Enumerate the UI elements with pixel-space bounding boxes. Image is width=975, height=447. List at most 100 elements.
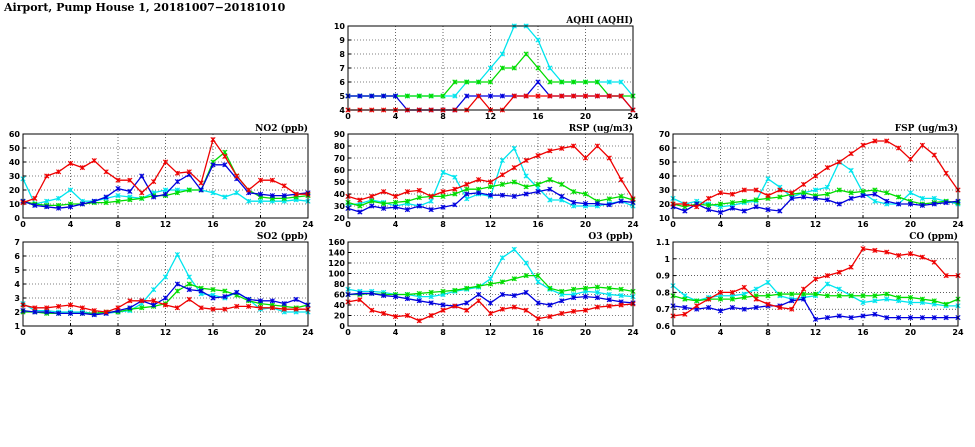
- data-point-cyan: [860, 299, 866, 306]
- y-tick-label: 0: [339, 322, 345, 331]
- data-point-red: [281, 183, 287, 189]
- y-tick-label: 40: [659, 172, 671, 181]
- data-point-cyan: [547, 65, 553, 71]
- data-point-cyan: [115, 193, 121, 199]
- data-point-green: [499, 181, 505, 187]
- x-tick-label: 0: [345, 220, 351, 229]
- data-point-green: [174, 190, 180, 196]
- data-point-cyan: [606, 291, 612, 298]
- data-point-blue: [487, 192, 494, 198]
- x-tick-label: 24: [627, 328, 639, 337]
- data-point-blue: [357, 93, 363, 99]
- data-point-red: [931, 152, 937, 158]
- data-point-green: [872, 293, 878, 299]
- data-point-red: [452, 303, 458, 309]
- data-point-blue: [907, 201, 914, 207]
- y-tick-label: 4: [14, 280, 20, 289]
- data-point-blue: [606, 202, 612, 208]
- data-point-red: [257, 177, 264, 183]
- data-point-blue: [535, 300, 541, 306]
- data-point-red: [115, 177, 121, 183]
- data-point-green: [127, 197, 133, 203]
- data-point-green: [511, 65, 517, 71]
- data-point-green: [428, 289, 434, 295]
- data-point-red: [369, 307, 375, 313]
- y-tick-label: 30: [9, 172, 21, 181]
- data-point-red: [523, 93, 529, 99]
- data-point-cyan: [257, 198, 264, 204]
- x-tick-label: 20: [255, 328, 267, 337]
- data-point-green: [789, 291, 795, 297]
- data-point-green: [801, 190, 807, 196]
- data-point-cyan: [919, 195, 925, 201]
- data-point-green: [523, 184, 529, 190]
- x-tick-label: 8: [440, 112, 446, 121]
- data-point-cyan: [487, 276, 494, 282]
- data-point-red: [872, 247, 878, 253]
- data-point-green: [115, 198, 121, 204]
- x-tick-label: 4: [393, 220, 399, 229]
- data-point-blue: [943, 200, 949, 206]
- data-point-green: [404, 93, 410, 99]
- data-point-blue: [416, 298, 422, 304]
- data-point-cyan: [824, 281, 830, 287]
- data-point-green: [836, 293, 842, 299]
- x-tick-label: 12: [485, 112, 496, 121]
- data-point-blue: [523, 289, 529, 295]
- data-point-red: [606, 93, 612, 99]
- data-point-red: [369, 193, 375, 199]
- data-point-red: [103, 309, 109, 315]
- data-point-blue: [487, 300, 494, 306]
- x-tick-label: 0: [670, 328, 676, 337]
- data-point-green: [931, 298, 937, 304]
- data-point-red: [476, 298, 482, 304]
- data-point-cyan: [872, 198, 878, 204]
- data-point-cyan: [56, 195, 62, 201]
- data-point-blue: [582, 201, 589, 207]
- data-point-blue: [151, 302, 157, 308]
- data-point-blue: [499, 93, 505, 99]
- data-point-green: [476, 283, 482, 289]
- data-point-red: [174, 170, 180, 176]
- data-point-blue: [594, 295, 600, 301]
- data-point-red: [428, 312, 434, 319]
- data-point-blue: [860, 313, 866, 319]
- data-point-green: [464, 285, 470, 291]
- data-point-red: [511, 304, 517, 310]
- rsp-chart: RSP (ug/m3) 0 4 8 12 16 20 24 20 30 40 50 60 70 80 90: [334, 123, 639, 229]
- data-point-red: [582, 155, 589, 161]
- data-point-green: [440, 93, 446, 99]
- data-point-red: [535, 153, 541, 159]
- data-point-green: [535, 65, 541, 71]
- data-point-red: [186, 169, 192, 175]
- data-point-cyan: [765, 176, 771, 182]
- data-point-blue: [511, 292, 517, 299]
- data-point-green: [896, 294, 902, 301]
- data-point-red: [115, 305, 121, 311]
- data-point-red: [103, 169, 109, 175]
- data-point-blue: [896, 201, 902, 207]
- data-point-green: [535, 273, 541, 279]
- data-point-blue: [907, 315, 914, 321]
- data-point-cyan: [535, 279, 541, 285]
- x-tick-label: 12: [485, 220, 496, 229]
- y-tick-label: 0: [14, 214, 20, 223]
- data-point-green: [824, 293, 830, 299]
- data-point-blue: [369, 290, 375, 297]
- data-point-red: [594, 304, 600, 310]
- data-point-cyan: [162, 274, 169, 280]
- data-point-cyan: [452, 93, 458, 99]
- x-tick-label: 16: [207, 328, 219, 337]
- data-point-red: [404, 189, 410, 195]
- data-point-red: [694, 303, 700, 309]
- y-tick-label: 90: [334, 130, 346, 139]
- x-tick-label: 4: [718, 220, 724, 229]
- chart-title: CO (ppm): [909, 231, 958, 242]
- data-point-red: [174, 305, 180, 311]
- data-point-blue: [357, 290, 363, 297]
- series-line-cyan: [348, 25, 634, 97]
- data-point-green: [836, 187, 842, 193]
- data-point-red: [428, 193, 434, 199]
- data-point-red: [706, 296, 712, 302]
